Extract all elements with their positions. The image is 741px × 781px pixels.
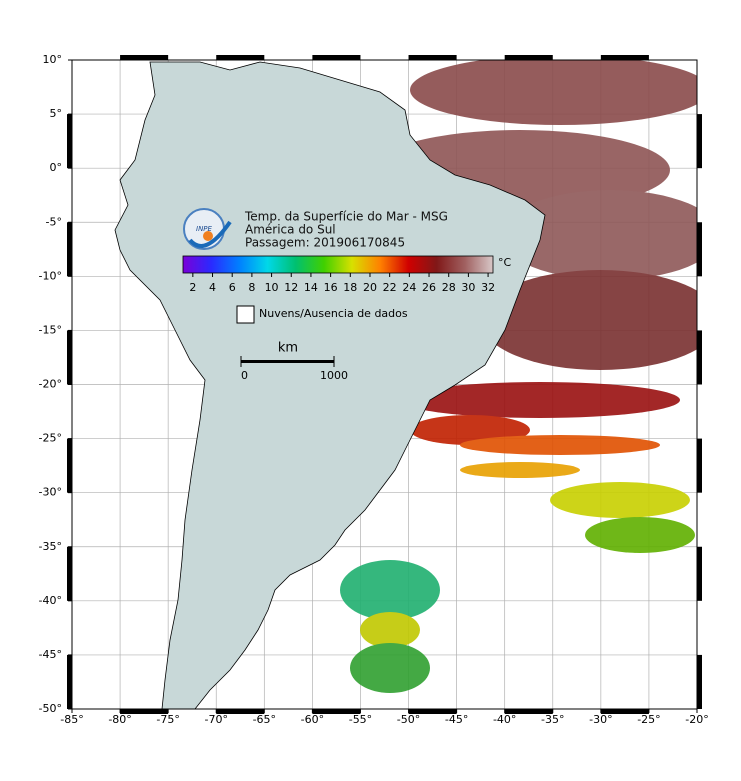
scale-tick-label: 1000	[320, 369, 348, 382]
border-segment	[312, 709, 361, 714]
title-line: Passagem: 201906170845	[245, 236, 405, 250]
x-tick-label: -35°	[541, 713, 564, 726]
colorbar-tick-label: 22	[383, 281, 397, 294]
border-segment	[600, 55, 649, 60]
scale-bar: 0 1000	[240, 356, 348, 382]
x-tick-label: -30°	[589, 713, 612, 726]
colorbar-tick-label: 26	[422, 281, 436, 294]
colorbar-tick-label: 28	[442, 281, 456, 294]
border-segment	[697, 546, 702, 601]
colorbar-tick-label: 16	[324, 281, 338, 294]
x-tick-label: -45°	[445, 713, 468, 726]
y-tick-label: -15°	[39, 323, 62, 336]
y-tick-label: 5°	[50, 107, 63, 120]
x-tick-label: -85°	[60, 713, 83, 726]
scale-bar-body	[241, 360, 334, 363]
x-tick-label: -40°	[493, 713, 516, 726]
legend-swatch	[236, 305, 255, 324]
logo-text: INPE	[196, 225, 213, 233]
y-tick-label: -10°	[39, 269, 62, 282]
border-segment	[697, 114, 702, 169]
title-line: Temp. da Superfície do Mar - MSG	[244, 210, 448, 224]
border-segment	[216, 55, 265, 60]
colorbar-tick-label: 32	[481, 281, 495, 294]
x-tick-label: -60°	[301, 713, 324, 726]
border-segment	[697, 438, 702, 493]
border-segment	[216, 709, 265, 714]
border-segment	[67, 546, 72, 601]
colorbar-tick-label: 12	[284, 281, 298, 294]
colorbar-tick-label: 8	[248, 281, 255, 294]
y-tick-label: -30°	[39, 486, 62, 499]
border-segment	[697, 222, 702, 277]
x-tick-label: -70°	[204, 713, 227, 726]
border-segment	[697, 330, 702, 385]
border-segment	[504, 709, 553, 714]
y-tick-label: -25°	[39, 432, 62, 445]
y-tick-label: 0°	[50, 161, 63, 174]
colorbar-tick-label: 24	[402, 281, 416, 294]
x-tick-label: -55°	[349, 713, 372, 726]
y-tick-label: -35°	[39, 540, 62, 553]
scale-unit: km	[278, 341, 298, 356]
colorbar-tick-label: 10	[265, 281, 279, 294]
x-tick-label: -20°	[685, 713, 708, 726]
x-tick-label: -50°	[397, 713, 420, 726]
border-segment	[67, 654, 72, 709]
title-line: América do Sul	[245, 223, 336, 237]
colorbar-tick-label: 2	[189, 281, 196, 294]
scale-tick-label: 0	[241, 369, 248, 382]
x-tick-label: -65°	[253, 713, 276, 726]
border-segment	[120, 55, 169, 60]
frame-border	[67, 55, 702, 714]
y-tick-label: -5°	[46, 215, 62, 228]
colorbar-tick-label: 6	[229, 281, 236, 294]
colorbar-tick-label: 4	[209, 281, 216, 294]
border-segment	[67, 114, 72, 169]
x-tick-label: -25°	[637, 713, 660, 726]
y-tick-label: -40°	[39, 594, 62, 607]
y-tick-label: -20°	[39, 378, 62, 391]
border-segment	[120, 709, 169, 714]
colorbar-unit: °C	[498, 256, 512, 269]
border-segment	[67, 330, 72, 385]
legend-label: Nuvens/Ausencia de dados	[259, 307, 408, 320]
colorbar-tick-label: 18	[343, 281, 357, 294]
border-segment	[408, 709, 457, 714]
border-segment	[600, 709, 649, 714]
y-tick-label: 10°	[43, 53, 63, 66]
border-segment	[408, 55, 457, 60]
border-segment	[697, 654, 702, 709]
border-segment	[67, 438, 72, 493]
x-tick-label: -75°	[156, 713, 179, 726]
border-segment	[504, 55, 553, 60]
colorbar	[182, 255, 494, 274]
colorbar-tick-label: 14	[304, 281, 318, 294]
colorbar-tick-label: 30	[461, 281, 475, 294]
colorbar-tick-label: 20	[363, 281, 377, 294]
y-tick-label: -50°	[39, 702, 62, 715]
logo: INPE	[183, 208, 232, 250]
y-tick-label: -45°	[39, 648, 62, 661]
x-tick-label: -80°	[108, 713, 131, 726]
border-segment	[67, 222, 72, 277]
border-segment	[312, 55, 361, 60]
